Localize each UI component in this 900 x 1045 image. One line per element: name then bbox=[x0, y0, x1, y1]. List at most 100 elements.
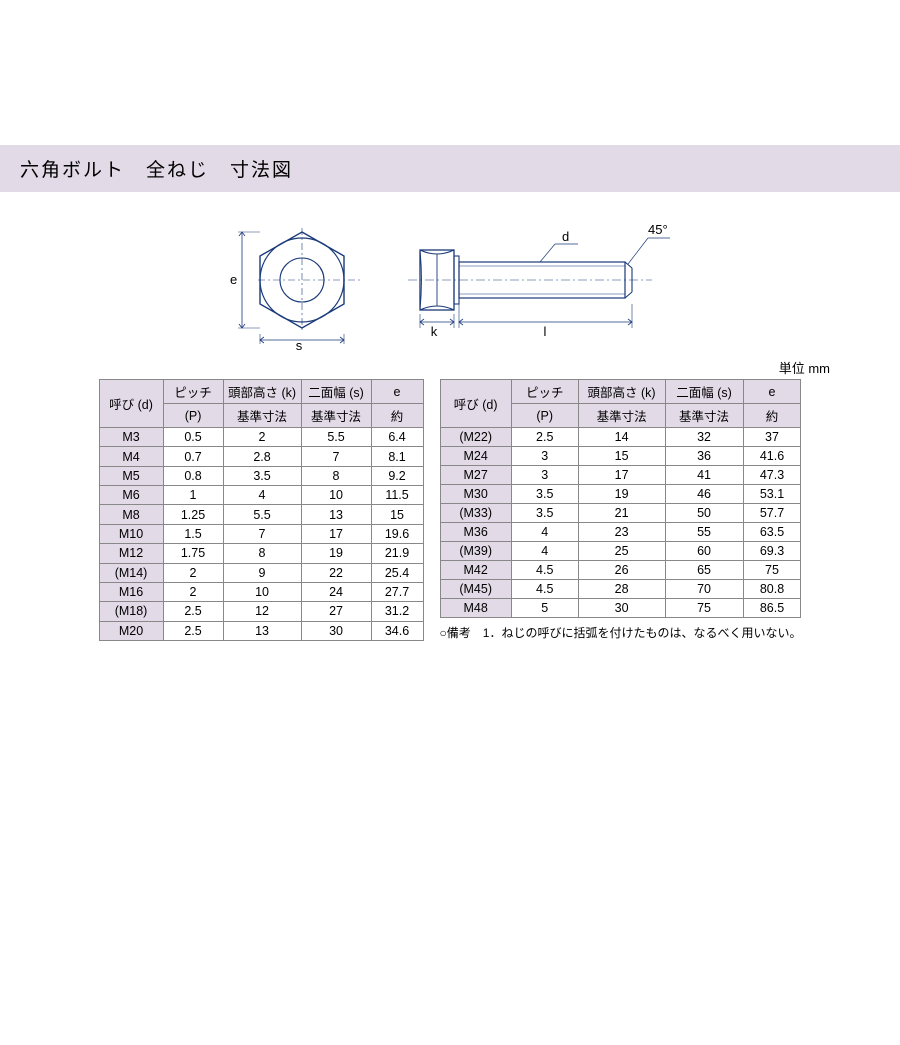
cell-e: 31.2 bbox=[371, 602, 423, 621]
cell-k: 13 bbox=[223, 621, 301, 640]
unit-label: 単位 mm bbox=[0, 358, 900, 377]
cell-p: 3 bbox=[511, 466, 578, 485]
cell-p: 1.75 bbox=[163, 544, 223, 563]
cell-s: 8 bbox=[301, 466, 371, 485]
cell-p: 0.5 bbox=[163, 428, 223, 447]
cell-s: 10 bbox=[301, 486, 371, 505]
th-e-top: e bbox=[371, 380, 423, 404]
cell-e: 11.5 bbox=[371, 486, 423, 505]
cell-d: M27 bbox=[440, 466, 511, 485]
cell-p: 5 bbox=[511, 599, 578, 618]
cell-s: 30 bbox=[301, 621, 371, 640]
cell-d: (M39) bbox=[440, 542, 511, 561]
cell-k: 12 bbox=[223, 602, 301, 621]
cell-d: (M33) bbox=[440, 504, 511, 523]
th-e-bot: 約 bbox=[371, 404, 423, 428]
cell-s: 5.5 bbox=[301, 428, 371, 447]
table-row: (M22)2.5143237 bbox=[440, 428, 801, 447]
table-row: (M14)292225.4 bbox=[99, 563, 423, 582]
table-row: M6141011.5 bbox=[99, 486, 423, 505]
cell-e: 63.5 bbox=[743, 523, 801, 542]
table-row: M30.525.56.4 bbox=[99, 428, 423, 447]
cell-p: 2.5 bbox=[163, 602, 223, 621]
left-table: 呼び (d) ピッチ 頭部高さ (k) 二面幅 (s) e (P) 基準寸法 基… bbox=[99, 379, 424, 641]
th-k-bot: 基準寸法 bbox=[223, 404, 301, 428]
cell-e: 34.6 bbox=[371, 621, 423, 640]
cell-e: 37 bbox=[743, 428, 801, 447]
cell-e: 27.7 bbox=[371, 582, 423, 601]
cell-d: M30 bbox=[440, 485, 511, 504]
l-label: l bbox=[544, 324, 547, 339]
cell-d: (M45) bbox=[440, 580, 511, 599]
th-k-bot: 基準寸法 bbox=[578, 404, 665, 428]
cell-p: 0.7 bbox=[163, 447, 223, 466]
cell-p: 4 bbox=[511, 523, 578, 542]
cell-p: 4.5 bbox=[511, 580, 578, 599]
k-label: k bbox=[431, 324, 438, 339]
cell-e: 75 bbox=[743, 561, 801, 580]
cell-k: 28 bbox=[578, 580, 665, 599]
th-k-top: 頭部高さ (k) bbox=[223, 380, 301, 404]
cell-k: 9 bbox=[223, 563, 301, 582]
cell-k: 4 bbox=[223, 486, 301, 505]
footnote: ○備考 1．ねじの呼びに括弧を付けたものは、なるべく用いない。 bbox=[440, 624, 802, 641]
cell-e: 41.6 bbox=[743, 447, 801, 466]
cell-s: 50 bbox=[665, 504, 743, 523]
cell-k: 21 bbox=[578, 504, 665, 523]
table-row: (M45)4.5287080.8 bbox=[440, 580, 801, 599]
cell-s: 70 bbox=[665, 580, 743, 599]
cell-k: 5.5 bbox=[223, 505, 301, 524]
cell-p: 2 bbox=[163, 582, 223, 601]
table-row: (M39)4256069.3 bbox=[440, 542, 801, 561]
cell-d: (M14) bbox=[99, 563, 163, 582]
cell-k: 2.8 bbox=[223, 447, 301, 466]
table-row: M202.5133034.6 bbox=[99, 621, 423, 640]
table-row: M243153641.6 bbox=[440, 447, 801, 466]
cell-d: M3 bbox=[99, 428, 163, 447]
table-row: M121.7581921.9 bbox=[99, 544, 423, 563]
cell-e: 69.3 bbox=[743, 542, 801, 561]
cell-p: 3.5 bbox=[511, 485, 578, 504]
cell-d: (M22) bbox=[440, 428, 511, 447]
cell-p: 2.5 bbox=[163, 621, 223, 640]
th-p-bot: (P) bbox=[163, 404, 223, 428]
cell-p: 3.5 bbox=[511, 504, 578, 523]
cell-s: 75 bbox=[665, 599, 743, 618]
cell-p: 0.8 bbox=[163, 466, 223, 485]
d-label: d bbox=[562, 229, 569, 244]
cell-d: M6 bbox=[99, 486, 163, 505]
cell-e: 57.7 bbox=[743, 504, 801, 523]
table-row: M40.72.878.1 bbox=[99, 447, 423, 466]
hexagon-front-view: e s bbox=[220, 210, 370, 350]
cell-k: 26 bbox=[578, 561, 665, 580]
table-row: M50.83.589.2 bbox=[99, 466, 423, 485]
th-p-top: ピッチ bbox=[163, 380, 223, 404]
cell-k: 3.5 bbox=[223, 466, 301, 485]
cell-e: 86.5 bbox=[743, 599, 801, 618]
cell-s: 27 bbox=[301, 602, 371, 621]
th-s-top: 二面幅 (s) bbox=[301, 380, 371, 404]
cell-d: M42 bbox=[440, 561, 511, 580]
cell-d: M10 bbox=[99, 524, 163, 543]
table-row: M273174147.3 bbox=[440, 466, 801, 485]
tables-wrap: 呼び (d) ピッチ 頭部高さ (k) 二面幅 (s) e (P) 基準寸法 基… bbox=[0, 379, 900, 641]
th-e-bot: 約 bbox=[743, 404, 801, 428]
th-p-bot: (P) bbox=[511, 404, 578, 428]
table-row: M81.255.51315 bbox=[99, 505, 423, 524]
cell-k: 10 bbox=[223, 582, 301, 601]
table-row: M162102427.7 bbox=[99, 582, 423, 601]
cell-e: 6.4 bbox=[371, 428, 423, 447]
cell-s: 7 bbox=[301, 447, 371, 466]
angle-label: 45° bbox=[648, 222, 668, 237]
cell-p: 1 bbox=[163, 486, 223, 505]
page-title: 六角ボルト 全ねじ 寸法図 bbox=[0, 145, 900, 192]
cell-d: M48 bbox=[440, 599, 511, 618]
cell-s: 19 bbox=[301, 544, 371, 563]
cell-s: 60 bbox=[665, 542, 743, 561]
cell-k: 19 bbox=[578, 485, 665, 504]
e-label: e bbox=[230, 272, 237, 287]
cell-d: (M18) bbox=[99, 602, 163, 621]
th-s-bot: 基準寸法 bbox=[301, 404, 371, 428]
cell-e: 47.3 bbox=[743, 466, 801, 485]
s-label: s bbox=[296, 338, 303, 350]
